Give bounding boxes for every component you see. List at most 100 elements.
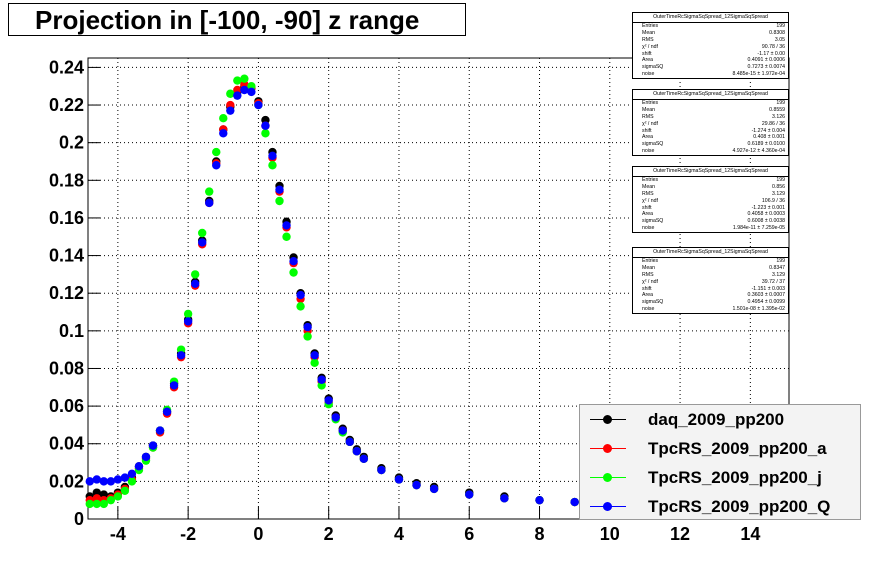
stat-key: noise	[642, 148, 655, 155]
y-tick-label: 0.04	[49, 434, 84, 454]
stat-row: χ² / ndf 29.86 / 36	[633, 121, 788, 128]
data-point	[268, 161, 277, 170]
data-point	[148, 441, 158, 450]
stat-value: 3.126	[772, 113, 785, 120]
stat-key: Area	[642, 211, 653, 218]
y-tick-label: 0.16	[49, 208, 84, 228]
stat-row: Area 0.4091 ± 0.0006	[633, 57, 788, 64]
stat-box-title: OuterTimeRcSigmaSqSpread_12SigmaSqSpread	[633, 13, 788, 23]
stat-box: OuterTimeRcSigmaSqSpread_12SigmaSqSpread…	[632, 89, 789, 157]
stat-key: sigmaSQ	[642, 299, 664, 306]
y-tick-label: 0.24	[49, 57, 84, 77]
y-tick-label: 0.1	[59, 321, 84, 341]
stat-row: shift -1.223 ± 0.001	[633, 205, 788, 212]
stat-row: Mean 0.8559	[633, 107, 788, 114]
stat-key: sigmaSQ	[642, 141, 664, 148]
stat-key: Area	[642, 292, 653, 299]
x-tick-label: 0	[253, 524, 263, 544]
stat-value: 4.927e-12 ± 4.360e-04	[732, 148, 785, 155]
stat-row: noise 1.501e-08 ± 1.395e-02	[633, 306, 788, 313]
x-tick-label: 10	[600, 524, 620, 544]
y-tick-label: 0.08	[49, 358, 84, 378]
x-tick-label: 12	[670, 524, 690, 544]
stat-row: χ² / ndf 106.9 / 36	[633, 198, 788, 205]
stat-key: χ² / ndf	[642, 197, 658, 204]
stat-row: χ² / ndf 39.72 / 37	[633, 279, 788, 286]
stat-key: Mean	[642, 264, 655, 271]
stat-value: -1.223 ± 0.001	[751, 204, 785, 211]
data-point	[99, 499, 109, 509]
stat-row: sigmaSQ 0.6008 ± 0.0038	[633, 218, 788, 225]
stat-value: 0.4954 ± 0.0099	[747, 299, 785, 306]
stat-row: χ² / ndf 90.78 / 36	[633, 44, 788, 51]
stat-value: 8.485e-15 ± 1.972e-04	[732, 71, 785, 78]
x-tick-label: 4	[394, 524, 404, 544]
data-point	[240, 85, 249, 95]
legend-entry: TpcRS_2009_pp200_a	[580, 434, 860, 463]
y-tick-label: 0.14	[49, 246, 84, 266]
data-point	[120, 473, 130, 482]
x-tick-label: -4	[110, 524, 126, 544]
data-point	[317, 375, 326, 384]
stat-value: 3.129	[772, 271, 785, 278]
data-point	[303, 322, 312, 332]
data-point	[190, 270, 200, 279]
stat-key: Mean	[642, 29, 655, 36]
stat-value: 0.856	[772, 183, 785, 190]
data-point	[345, 437, 354, 447]
data-point	[296, 290, 305, 300]
stat-key: χ² / ndf	[642, 43, 658, 50]
y-tick-label: 0.2	[59, 133, 84, 153]
stat-row: shift -1.274 ± 0.004	[633, 128, 788, 135]
stat-row: noise 1.984e-11 ± 7.259e-05	[633, 225, 788, 232]
legend-label: TpcRS_2009_pp200_a	[648, 438, 827, 458]
data-point	[106, 495, 116, 505]
data-point	[254, 100, 263, 110]
stat-key: Area	[642, 134, 653, 141]
stat-key: shift	[642, 50, 652, 57]
data-point	[190, 279, 200, 288]
stat-key: sigmaSQ	[642, 64, 664, 71]
stat-value: 90.78 / 36	[761, 43, 785, 50]
stat-value: 0.408 ± 0.001	[753, 134, 785, 141]
stat-key: RMS	[642, 113, 654, 120]
stat-row: sigmaSQ 0.7273 ± 0.0074	[633, 64, 788, 71]
data-point	[289, 257, 298, 266]
data-point	[289, 268, 298, 277]
data-point	[85, 477, 94, 486]
stat-key: RMS	[642, 36, 654, 43]
x-tick-label: 14	[740, 524, 760, 544]
stat-key: noise	[642, 71, 655, 78]
data-point	[99, 477, 109, 486]
stat-key: Mean	[642, 183, 655, 190]
y-tick-label: 0	[74, 509, 84, 529]
data-point	[127, 477, 137, 486]
stat-row: RMS 3.129	[633, 272, 788, 279]
data-point	[134, 462, 144, 471]
data-point	[429, 484, 439, 494]
stat-value: 3.05	[774, 36, 785, 43]
stat-value: 199	[776, 177, 785, 183]
legend-entry: daq_2009_pp200	[580, 405, 860, 434]
stat-key: noise	[642, 225, 655, 232]
stat-value: 1.984e-11 ± 7.259e-05	[732, 225, 785, 232]
y-tick-label: 0.22	[49, 95, 84, 115]
legend-label: TpcRS_2009_pp200_j	[648, 467, 822, 487]
data-point	[570, 497, 579, 507]
data-point	[282, 221, 291, 230]
legend-marker-icon	[588, 434, 628, 463]
stat-row: RMS 3.05	[633, 37, 788, 44]
stat-row: Entries 199	[633, 258, 788, 265]
stat-row: sigmaSQ 0.4954 ± 0.0099	[633, 299, 788, 306]
data-point	[377, 465, 386, 475]
x-tick-label: -2	[180, 524, 196, 544]
data-point	[92, 475, 101, 484]
data-point	[282, 232, 291, 241]
stat-box: OuterTimeRcSigmaSqSpread_12SigmaSqSpread…	[632, 247, 789, 315]
stat-value: 0.3603 ± 0.0007	[747, 292, 785, 299]
stat-key: Mean	[642, 106, 655, 113]
chart-title: Projection in [-100, -90] z range	[8, 3, 466, 36]
data-point	[92, 499, 101, 509]
data-point	[412, 480, 421, 490]
y-tick-label: 0.12	[49, 283, 84, 303]
